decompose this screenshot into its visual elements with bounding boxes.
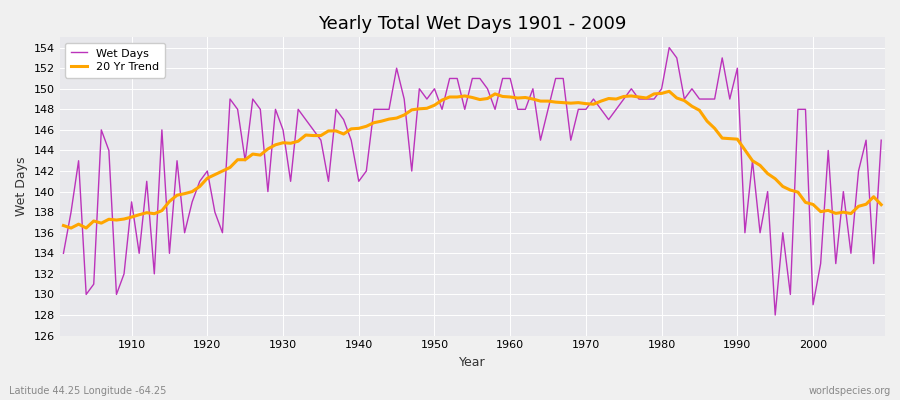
- Wet Days: [497, 76, 508, 81]
- Wet Days: [58, 251, 69, 256]
- 20 Yr Trend: [58, 223, 69, 228]
- Text: Latitude 44.25 Longitude -64.25: Latitude 44.25 Longitude -64.25: [9, 386, 166, 396]
- Wet Days: [285, 179, 296, 184]
- 20 Yr Trend: [292, 139, 303, 144]
- 20 Yr Trend: [505, 94, 516, 99]
- 20 Yr Trend: [876, 202, 886, 207]
- Wet Days: [505, 76, 516, 81]
- X-axis label: Year: Year: [459, 356, 486, 369]
- Legend: Wet Days, 20 Yr Trend: Wet Days, 20 Yr Trend: [65, 43, 165, 78]
- 20 Yr Trend: [664, 89, 675, 94]
- Y-axis label: Wet Days: Wet Days: [15, 157, 28, 216]
- Wet Days: [876, 138, 886, 142]
- 20 Yr Trend: [66, 226, 77, 230]
- Wet Days: [330, 107, 341, 112]
- Title: Yearly Total Wet Days 1901 - 2009: Yearly Total Wet Days 1901 - 2009: [318, 15, 626, 33]
- 20 Yr Trend: [603, 96, 614, 101]
- Wet Days: [119, 272, 130, 276]
- 20 Yr Trend: [126, 215, 137, 220]
- Text: worldspecies.org: worldspecies.org: [809, 386, 891, 396]
- 20 Yr Trend: [338, 132, 349, 136]
- Wet Days: [664, 45, 675, 50]
- Line: 20 Yr Trend: 20 Yr Trend: [64, 91, 881, 228]
- Line: Wet Days: Wet Days: [64, 48, 881, 315]
- Wet Days: [596, 107, 607, 112]
- Wet Days: [770, 313, 780, 318]
- 20 Yr Trend: [512, 96, 523, 100]
